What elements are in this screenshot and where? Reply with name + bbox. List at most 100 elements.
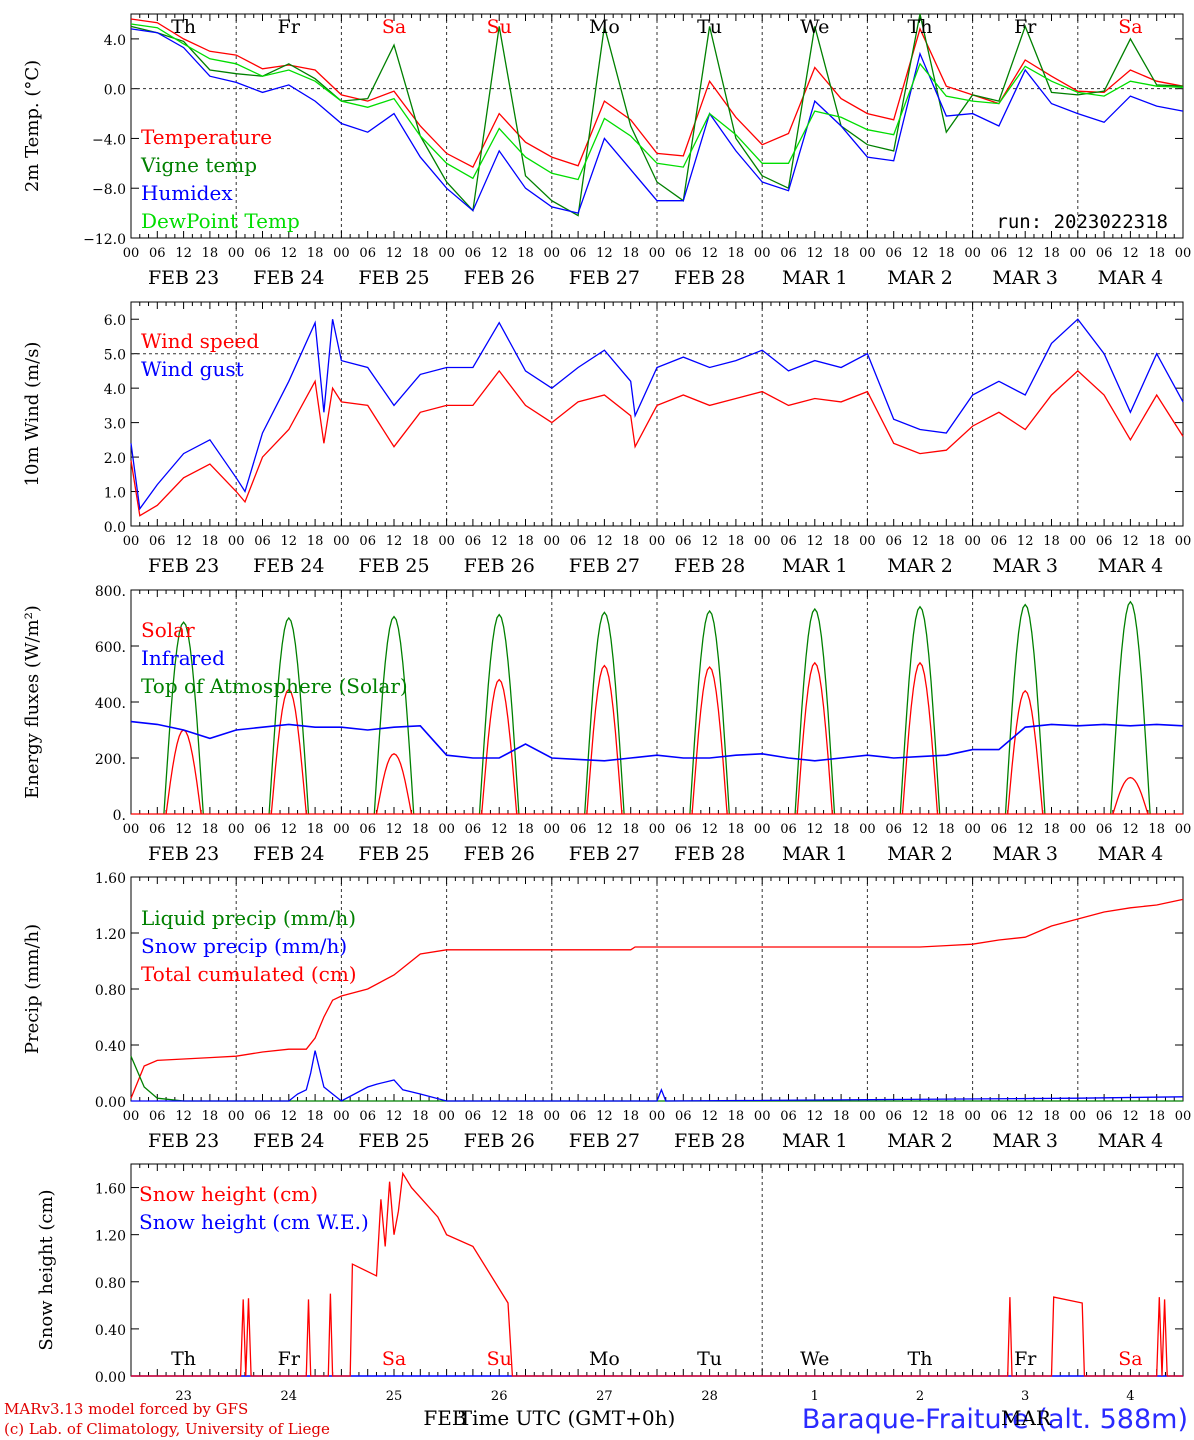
date-label: FEB 23 <box>148 843 219 865</box>
y-tick-label: 4.0 <box>104 33 126 49</box>
date-label: MAR 2 <box>887 555 953 577</box>
hour-label: 00 <box>123 534 140 549</box>
hour-label: 18 <box>938 822 955 837</box>
panel-4: 0.00 0.40 0.80 1.20 1.60 Precip (mm/h) 00 06 12 1… <box>22 871 1191 1152</box>
toa-arch <box>689 609 730 815</box>
hour-label: 00 <box>228 1109 245 1124</box>
hour-label: 18 <box>938 1109 955 1124</box>
date-label: MAR 2 <box>887 1130 953 1152</box>
date-label: MAR 4 <box>1098 267 1164 289</box>
hour-label: 00 <box>228 246 245 261</box>
date-label: MAR 2 <box>887 843 953 865</box>
day-name: Fr <box>1014 1348 1037 1370</box>
hour-label: 00 <box>544 534 561 549</box>
hour-label: 06 <box>149 822 166 837</box>
day-name: Th <box>171 1348 196 1370</box>
hour-label: 06 <box>570 822 587 837</box>
hour-label: 18 <box>1148 246 1165 261</box>
hour-label: 06 <box>780 1109 797 1124</box>
y-tick-label: 0.00 <box>95 1370 126 1386</box>
hour-label: 12 <box>281 246 298 261</box>
hour-label: 12 <box>912 1109 929 1124</box>
series-line <box>130 898 1184 1099</box>
hour-label: 12 <box>281 534 298 549</box>
hour-label: 00 <box>123 822 140 837</box>
date-label: FEB 24 <box>253 1130 324 1152</box>
hour-label: 12 <box>386 534 403 549</box>
hour-label: 18 <box>517 246 534 261</box>
hour-label: 12 <box>1017 822 1034 837</box>
day-name: Fr <box>1014 16 1037 38</box>
date-label: FEB 28 <box>674 843 745 865</box>
date-label: FEB 24 <box>253 267 324 289</box>
hour-label: 18 <box>202 534 219 549</box>
day-name: Th <box>908 1348 933 1370</box>
hour-label: 12 <box>175 534 192 549</box>
solar-curve <box>586 664 623 815</box>
y-tick-label: 0.80 <box>95 1276 126 1292</box>
hour-label: 06 <box>254 246 271 261</box>
day-name: Sa <box>382 1348 406 1370</box>
legend-item: DewPoint Temp <box>141 209 300 233</box>
plot-frame <box>130 301 1184 527</box>
hour-label: 18 <box>517 822 534 837</box>
hour-label: 12 <box>596 534 613 549</box>
series-line <box>130 13 1184 217</box>
y-tick-label: −12.0 <box>83 232 126 248</box>
hour-label: 12 <box>175 1109 192 1124</box>
day-name: We <box>800 16 829 38</box>
y-tick-label: 1.0 <box>104 486 126 502</box>
day-number: 28 <box>701 1389 718 1404</box>
hour-label: 18 <box>202 246 219 261</box>
y-tick-label: −8.0 <box>92 182 126 198</box>
hour-label: 18 <box>622 534 639 549</box>
date-label: FEB 28 <box>674 1130 745 1152</box>
hour-label: 18 <box>1043 534 1060 549</box>
hour-label: 18 <box>1148 822 1165 837</box>
hour-label: 06 <box>570 534 587 549</box>
date-label: FEB 25 <box>358 843 429 865</box>
hour-label: 12 <box>386 1109 403 1124</box>
hour-label: 12 <box>386 822 403 837</box>
solar-curve <box>1007 689 1044 815</box>
hour-label: 00 <box>544 1109 561 1124</box>
hour-label: 00 <box>544 246 561 261</box>
day-name: Fr <box>278 1348 301 1370</box>
y-tick-label: 0. <box>113 808 126 824</box>
hour-label: 18 <box>307 1109 324 1124</box>
day-name: Su <box>487 1348 512 1370</box>
hour-label: 00 <box>333 822 350 837</box>
hour-label: 12 <box>701 1109 718 1124</box>
hour-label: 12 <box>281 1109 298 1124</box>
date-label: FEB 28 <box>674 555 745 577</box>
day-name: Su <box>487 16 512 38</box>
legend-item: Wind speed <box>141 329 259 353</box>
date-label: MAR 1 <box>782 843 848 865</box>
date-label: MAR 1 <box>782 1130 848 1152</box>
y-tick-label: 4.0 <box>104 382 126 398</box>
hour-label: 00 <box>123 1109 140 1124</box>
hour-label: 12 <box>912 822 929 837</box>
toa-arch <box>584 611 625 815</box>
hour-label: 06 <box>885 1109 902 1124</box>
y-tick-label: 0.0 <box>104 83 126 99</box>
snow-precip-line <box>131 1050 1184 1102</box>
date-label: MAR 4 <box>1098 843 1164 865</box>
solar-curve <box>165 729 202 815</box>
day-name: Sa <box>382 16 406 38</box>
hour-label: 12 <box>912 246 929 261</box>
legend-item: Wind gust <box>141 357 244 381</box>
date-label: FEB 25 <box>358 1130 429 1152</box>
toa-arch <box>1110 600 1151 815</box>
toa-arch <box>268 616 310 815</box>
y-tick-label: 0.40 <box>95 1039 126 1055</box>
date-label: FEB 23 <box>148 555 219 577</box>
solar-curve <box>1112 776 1149 815</box>
y-tick-label: 3.0 <box>104 417 126 433</box>
day-number: 3 <box>1021 1389 1029 1404</box>
hour-label: 12 <box>701 822 718 837</box>
hour-label: 00 <box>1070 246 1087 261</box>
series-line <box>130 28 1184 214</box>
hour-label: 12 <box>491 534 508 549</box>
